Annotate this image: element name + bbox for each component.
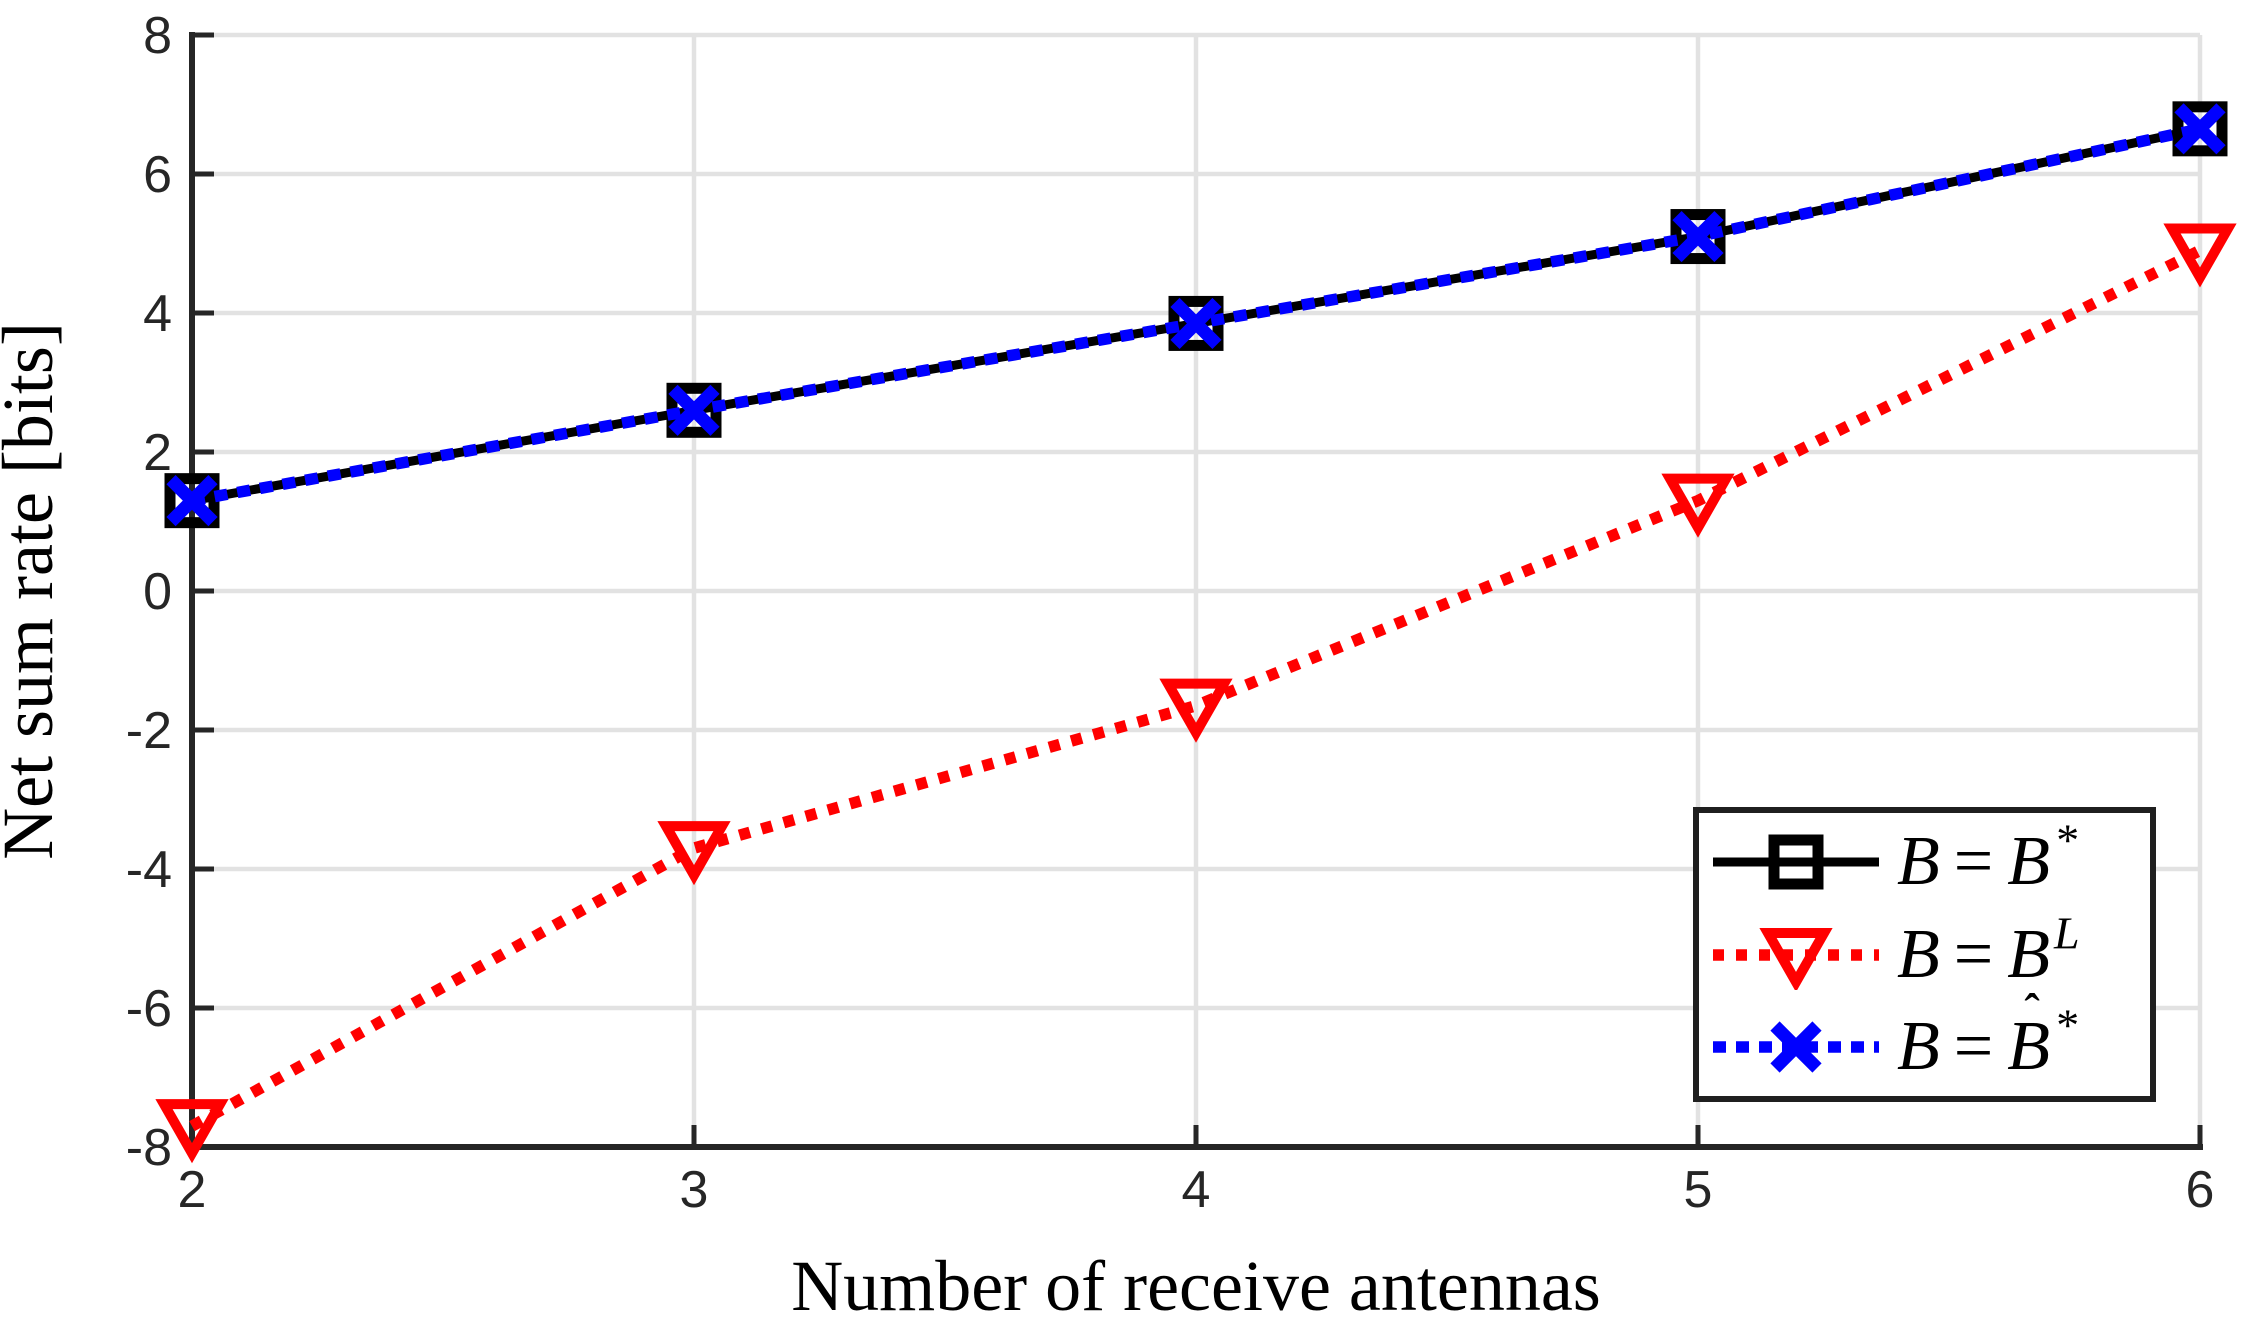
legend-label-optimal: B = B*: [1897, 814, 2078, 900]
x-axis-title: Number of receive antennas: [791, 1246, 1601, 1326]
marker-square: [164, 473, 220, 529]
marker-triangle-down: [1759, 927, 1833, 990]
marker-triangle-down: [657, 821, 731, 886]
marker-x: [668, 384, 720, 436]
legend-box: B = B* B = BL B = ˆ B*: [1693, 807, 2156, 1102]
marker-square: [1768, 834, 1824, 890]
marker-x: [2174, 103, 2226, 155]
y-tick-label: -8: [126, 1119, 172, 1177]
legend-entry-lower-bound: B = BL: [1711, 909, 2140, 1001]
marker-x: [166, 475, 218, 527]
series-line-1: [189, 245, 2203, 1132]
y-tick-label: -6: [126, 980, 172, 1038]
y-axis-title: Net sum rate [bits]: [0, 322, 68, 860]
y-tick-label: -4: [126, 841, 172, 899]
marker-square: [2172, 101, 2228, 157]
legend-entry-optimal: B = B*: [1711, 816, 2140, 908]
y-tick-label: 6: [143, 146, 172, 204]
marker-x: [1170, 297, 1222, 350]
y-tick-label: 0: [143, 563, 172, 621]
marker-triangle-down: [1159, 678, 1233, 743]
marker-x: [1672, 210, 1724, 263]
x-tick-label: 4: [1182, 1161, 1211, 1219]
y-tick-label: -2: [126, 702, 172, 760]
y-tick-label: 8: [143, 7, 172, 65]
marker-triangle-down: [2163, 223, 2237, 288]
legend-entry-estimate: B = ˆ B*: [1711, 985, 2140, 1093]
x-tick-label: 5: [1684, 1161, 1713, 1219]
marker-x: [1770, 1021, 1822, 1073]
x-tick-label: 3: [680, 1161, 709, 1219]
marker-triangle-down: [1661, 473, 1735, 538]
legend-label-estimate: B = ˆ B*: [1897, 985, 2078, 1086]
legend-sample-blue-x: [1713, 1021, 1879, 1073]
x-tick-label: 2: [178, 1161, 207, 1219]
legend-label-lower-bound: B = BL: [1897, 906, 2080, 993]
y-tick-label: 4: [143, 285, 172, 343]
legend-sample-black-square: [1713, 834, 1879, 890]
y-tick-label: 2: [143, 424, 172, 482]
legend-sample-red-triangle: [1713, 927, 1879, 990]
x-tick-label: 6: [2186, 1161, 2215, 1219]
hat-accent: ˆ: [2024, 985, 2040, 1037]
marker-triangle-down: [155, 1099, 229, 1164]
